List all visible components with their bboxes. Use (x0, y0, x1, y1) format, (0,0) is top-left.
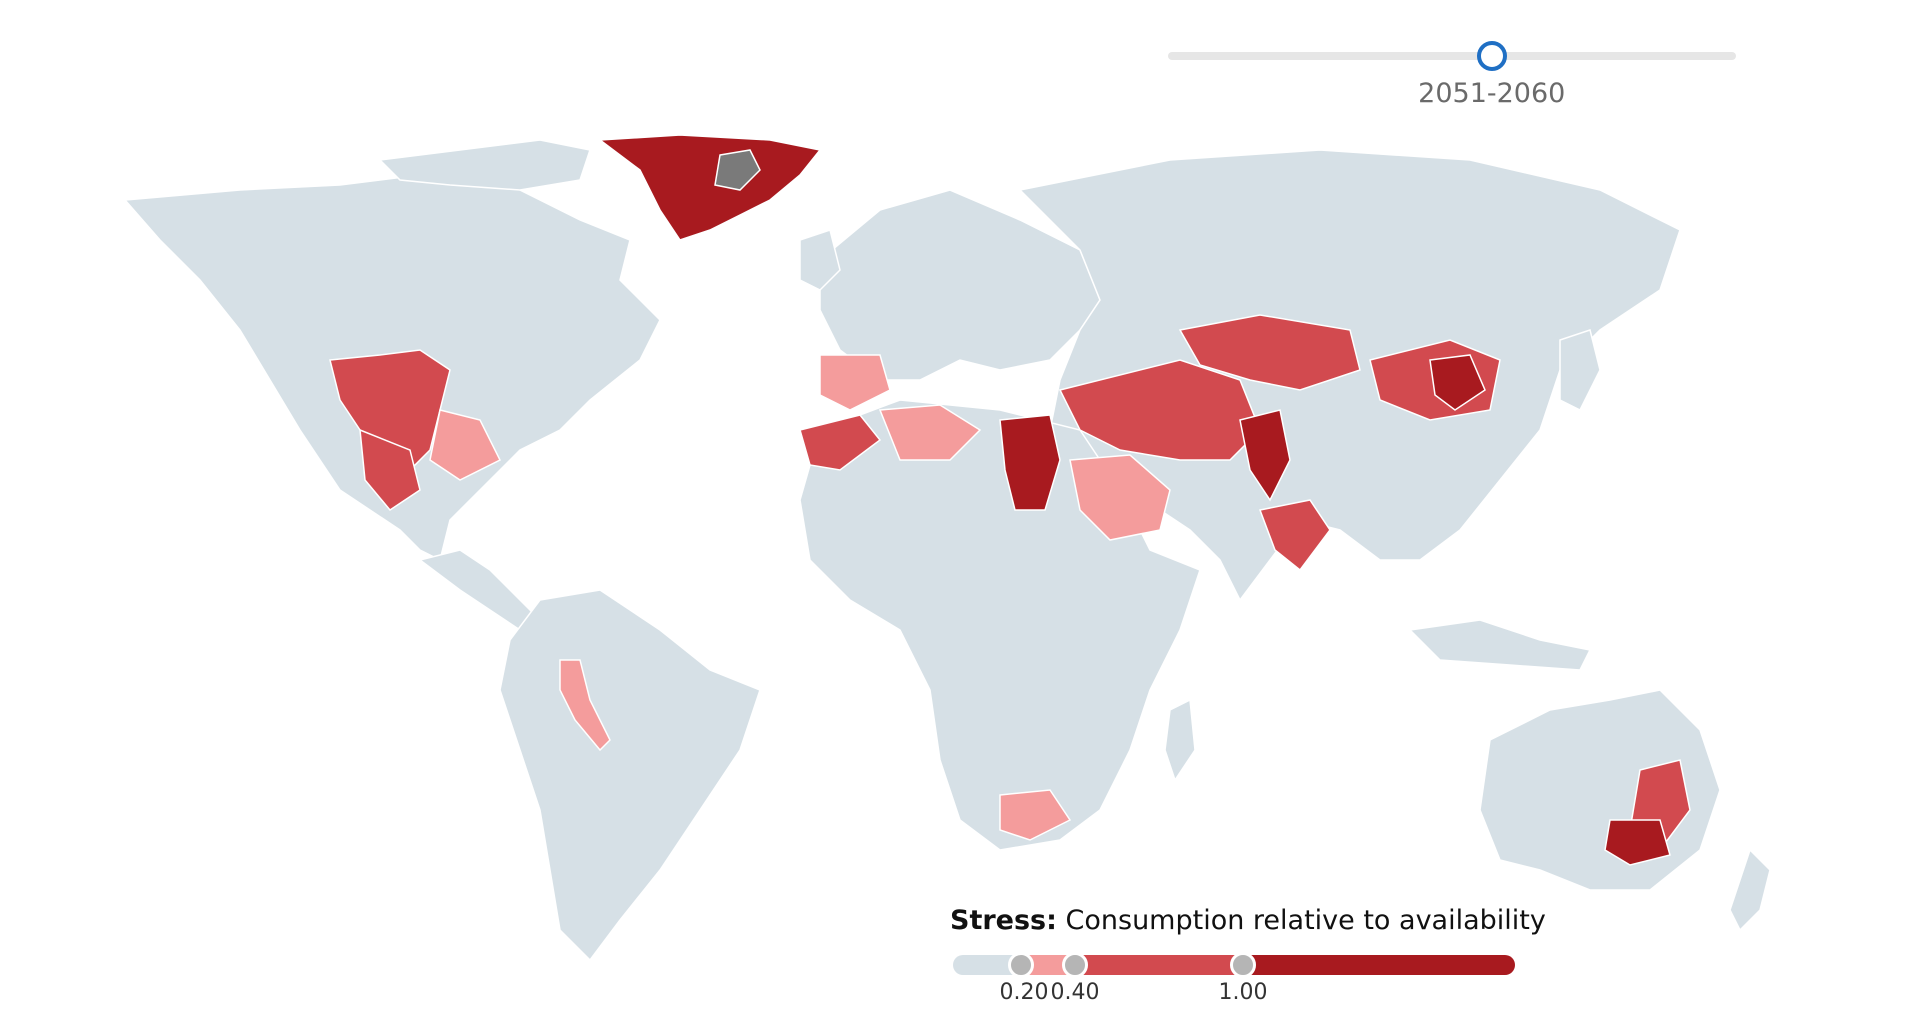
stress-regions (329, 134, 1691, 866)
land-central-america (418, 549, 542, 631)
legend-tick-020: 0.20 (999, 980, 1049, 1005)
region-north-africa[interactable] (878, 404, 982, 461)
legend-seg-none (953, 955, 1021, 975)
region-greenland[interactable] (597, 134, 822, 241)
land-base (123, 139, 1771, 962)
legend-tick-100: 1.00 (1218, 980, 1268, 1005)
region-murray-darling[interactable] (1604, 819, 1671, 866)
region-western-us[interactable] (329, 349, 451, 471)
region-middle-east[interactable] (1058, 359, 1261, 461)
legend-seg-high (1243, 955, 1515, 975)
region-beijing[interactable] (1429, 354, 1486, 411)
land-uk (799, 229, 841, 291)
land-indonesia (1408, 619, 1592, 671)
region-southern-plains[interactable] (429, 409, 502, 481)
region-arabia[interactable] (1069, 454, 1171, 541)
land-asia (1018, 149, 1681, 602)
time-slider[interactable]: 2051-2060 (1168, 40, 1736, 110)
region-south-africa[interactable] (999, 789, 1072, 841)
legend-color-bar (953, 952, 1515, 978)
legend-tick-040: 0.40 (1050, 980, 1100, 1005)
legend-seg-low (1021, 955, 1075, 975)
region-indus[interactable] (1239, 409, 1291, 502)
legend-threshold-handle-2[interactable] (1062, 952, 1088, 978)
legend-threshold-handle-1[interactable] (1008, 952, 1034, 978)
slider-track[interactable] (1168, 52, 1736, 60)
selected-period-label: 2051-2060 (1418, 78, 1566, 109)
world-map (123, 134, 1771, 962)
legend-title: Stress: Consumption relative to availabi… (950, 905, 1546, 936)
legend-title-text: Consumption relative to availability (1065, 905, 1546, 936)
land-madagascar (1164, 698, 1196, 782)
region-morocco[interactable] (799, 414, 882, 471)
legend-seg-medium (1075, 955, 1243, 975)
land-arctic-islands (378, 139, 591, 191)
land-japan (1559, 329, 1601, 412)
region-india[interactable] (1258, 499, 1331, 572)
region-peru-chile[interactable] (559, 659, 611, 752)
region-central-asia[interactable] (1178, 314, 1361, 391)
legend-title-bold: Stress: (950, 905, 1057, 936)
region-northern-mexico[interactable] (359, 428, 421, 511)
stress-legend: Stress: Consumption relative to availabi… (950, 905, 1546, 1005)
land-south-america (499, 589, 761, 962)
legend-threshold-handle-3[interactable] (1230, 952, 1256, 978)
region-greenland-nodata (714, 149, 761, 191)
land-new-zealand (1729, 848, 1771, 932)
region-egypt[interactable] (999, 414, 1061, 511)
region-iberia[interactable] (819, 354, 891, 411)
slider-thumb[interactable] (1476, 41, 1507, 71)
